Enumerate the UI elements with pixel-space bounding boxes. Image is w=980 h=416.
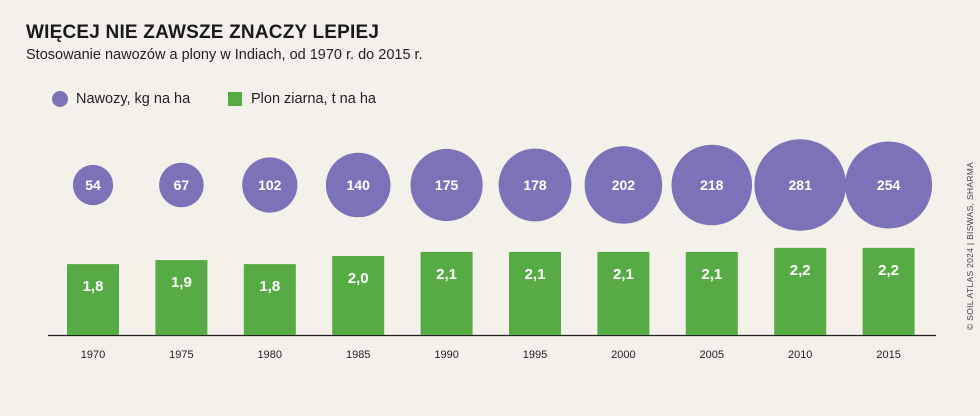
bar-label-1995: 2,1 bbox=[525, 266, 546, 283]
bubble-label-2005: 218 bbox=[700, 177, 724, 193]
bubble-1985 bbox=[325, 152, 391, 218]
bubble-1990 bbox=[410, 148, 483, 222]
x-tick-2000: 2000 bbox=[611, 349, 635, 361]
bar-1980 bbox=[243, 264, 296, 335]
bar-1985 bbox=[332, 256, 385, 335]
x-tick-1980: 1980 bbox=[258, 349, 282, 361]
bar-1975 bbox=[155, 260, 208, 336]
bubble-label-2010: 281 bbox=[789, 177, 813, 193]
bar-label-2010: 2,2 bbox=[790, 262, 811, 279]
bubble-1975 bbox=[159, 162, 204, 208]
x-tick-1995: 1995 bbox=[523, 349, 547, 361]
x-tick-2010: 2010 bbox=[788, 349, 812, 361]
bubble-label-1990: 175 bbox=[435, 177, 459, 193]
bar-2005 bbox=[685, 251, 738, 335]
bar-2000 bbox=[597, 251, 650, 335]
legend-label-fertilizer: Nawozy, kg na ha bbox=[76, 91, 191, 107]
bar-label-1990: 2,1 bbox=[436, 266, 457, 283]
bar-2015 bbox=[862, 247, 915, 335]
bar-label-1980: 1,8 bbox=[259, 278, 280, 295]
bubble-2005 bbox=[671, 144, 753, 226]
legend-swatch-fertilizer bbox=[52, 91, 68, 107]
source-credit: © SOIL ATLAS 2024 | BISWAS, SHARMA bbox=[965, 161, 975, 330]
legend-item-yield: Plon ziarna, t na ha bbox=[228, 90, 376, 108]
bar-label-1975: 1,9 bbox=[171, 274, 192, 291]
bubble-2010 bbox=[754, 139, 846, 231]
bar-2010 bbox=[774, 247, 827, 335]
bar-1970 bbox=[67, 264, 119, 335]
bubble-2015 bbox=[845, 141, 933, 229]
bubble-label-1995: 178 bbox=[523, 177, 547, 193]
bar-1995 bbox=[509, 251, 561, 335]
bubble-2000 bbox=[584, 146, 663, 224]
x-tick-1975: 1975 bbox=[169, 349, 193, 361]
x-tick-2015: 2015 bbox=[876, 349, 900, 361]
bar-label-2015: 2,2 bbox=[878, 262, 899, 279]
bar-label-1970: 1,8 bbox=[83, 278, 104, 295]
bar-label-1985: 2,0 bbox=[348, 270, 369, 287]
bubble-label-1985: 140 bbox=[347, 177, 371, 193]
bubble-1995 bbox=[498, 148, 572, 222]
bubble-label-1980: 102 bbox=[258, 177, 282, 193]
bubble-label-2000: 202 bbox=[612, 177, 636, 193]
legend-swatch-yield bbox=[228, 92, 242, 106]
x-tick-2005: 2005 bbox=[700, 349, 724, 361]
bar-label-2000: 2,1 bbox=[613, 266, 634, 283]
chart-title: WIĘCEJ NIE ZAWSZE ZNACZY LEPIEJ bbox=[26, 22, 380, 43]
x-tick-1985: 1985 bbox=[346, 349, 370, 361]
bar-1990 bbox=[420, 251, 473, 335]
bubble-1980 bbox=[242, 157, 298, 213]
legend-item-fertilizer: Nawozy, kg na ha bbox=[52, 90, 190, 108]
x-tick-1990: 1990 bbox=[434, 349, 458, 361]
bubble-label-1970: 54 bbox=[85, 177, 101, 193]
bubble-label-1975: 67 bbox=[174, 177, 190, 193]
chart-subtitle: Stosowanie nawozów a plony w Indiach, od… bbox=[26, 47, 423, 63]
bar-label-2005: 2,1 bbox=[701, 266, 722, 283]
x-tick-1970: 1970 bbox=[81, 349, 105, 361]
legend-label-yield: Plon ziarna, t na ha bbox=[251, 91, 376, 107]
bubble-1970 bbox=[72, 164, 114, 206]
bubble-label-2015: 254 bbox=[877, 177, 901, 193]
